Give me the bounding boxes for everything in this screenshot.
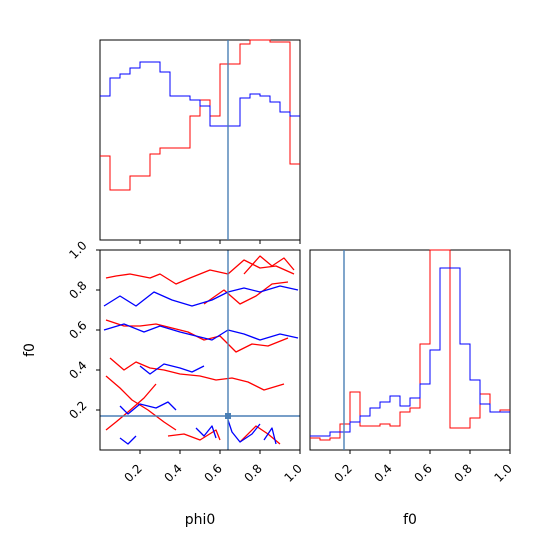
scatter-contour-xtick-label-0: 0.2 bbox=[121, 461, 144, 484]
histogram-phi0-frame bbox=[99, 39, 301, 241]
series-b-contour-3 bbox=[119, 401, 177, 415]
series-b-contour-7 bbox=[263, 427, 277, 445]
scatter-contour-ytick-label-4: 1.0 bbox=[66, 238, 89, 261]
contour-lines bbox=[103, 255, 299, 445]
scatter-contour-xtick-label-3: 0.8 bbox=[241, 461, 264, 484]
scatter-contour-xtick-label-2: 0.6 bbox=[201, 461, 224, 484]
truth-marker bbox=[225, 413, 231, 419]
y-axis-label-f0: f0 bbox=[22, 343, 38, 357]
histogram-f0-xtick-label-0: 0.2 bbox=[331, 461, 354, 484]
histogram-phi0-series-b bbox=[100, 61, 300, 127]
series-b-contour-5 bbox=[195, 425, 217, 439]
histogram-f0-xtick-label-2: 0.6 bbox=[411, 461, 434, 484]
histogram-f0-xtick-label-1: 0.4 bbox=[371, 461, 394, 484]
scatter-contour-panel: 0.2 0.4 0.6 0.8 1.0 0.2 0.4 0.6 0.8 1.0 bbox=[66, 238, 305, 485]
series-a-contour-3 bbox=[105, 375, 177, 431]
histogram-f0-series-b bbox=[310, 267, 510, 437]
histogram-f0-panel: 0.2 0.4 0.6 0.8 1.0 bbox=[309, 249, 515, 485]
histogram-f0-xtick-label-3: 0.8 bbox=[451, 461, 474, 484]
scatter-contour-xtick-label-1: 0.4 bbox=[161, 461, 184, 484]
series-b-contour-4 bbox=[227, 419, 261, 443]
series-a-contour-6 bbox=[167, 429, 221, 441]
series-a-contour-4 bbox=[105, 383, 157, 431]
series-b-contour-2 bbox=[139, 363, 205, 375]
series-b-contour-1 bbox=[103, 323, 299, 341]
scatter-contour-xtick-label-4: 1.0 bbox=[281, 461, 304, 484]
histogram-phi0-series-a bbox=[100, 39, 300, 191]
scatter-contour-frame bbox=[99, 249, 301, 451]
series-a-contour-0 bbox=[105, 259, 295, 285]
x-axis-label-phi0: phi0 bbox=[185, 512, 216, 528]
histogram-f0-xtick-label-4: 1.0 bbox=[491, 461, 514, 484]
scatter-contour-ytick-label-1: 0.4 bbox=[66, 358, 89, 381]
series-a-contour-8 bbox=[243, 255, 295, 275]
scatter-contour-ytick-label-2: 0.6 bbox=[66, 318, 89, 341]
scatter-contour-ytick-label-3: 0.8 bbox=[66, 278, 89, 301]
series-b-contour-0 bbox=[103, 285, 299, 307]
x-axis-label-f0: f0 bbox=[403, 512, 417, 528]
series-a-contour-2 bbox=[109, 357, 285, 391]
histogram-f0-series-a bbox=[310, 249, 510, 441]
histogram-f0-frame bbox=[309, 249, 511, 451]
series-a-contour-7 bbox=[239, 425, 281, 445]
series-a-contour-5 bbox=[203, 281, 289, 305]
histogram-phi0-panel bbox=[99, 39, 301, 244]
series-b-contour-6 bbox=[119, 435, 137, 445]
scatter-contour-ytick-label-0: 0.2 bbox=[66, 398, 89, 421]
